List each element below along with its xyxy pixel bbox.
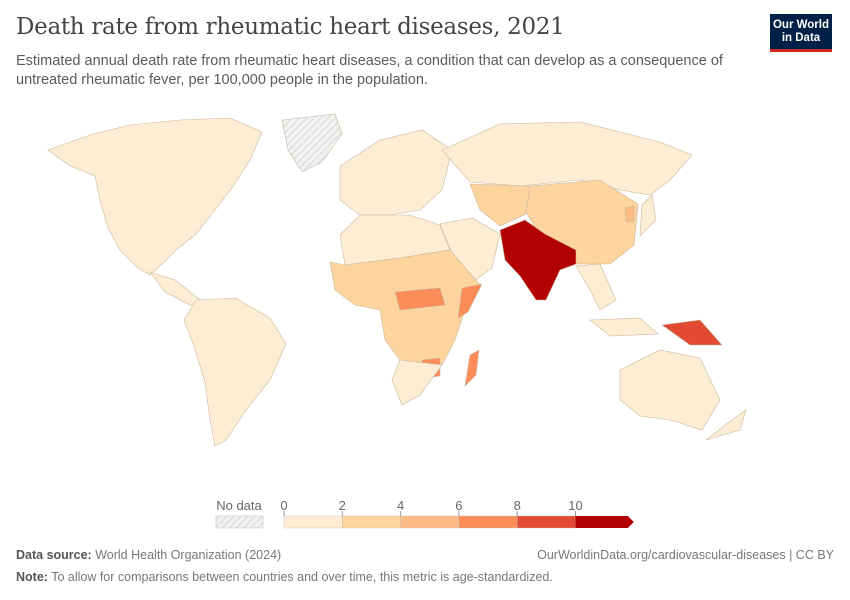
region-central-america[interactable] (149, 271, 201, 307)
chart-subtitle: Estimated annual death rate from rheumat… (16, 53, 723, 88)
region-japan[interactable] (639, 194, 657, 237)
region-europe[interactable] (339, 129, 453, 216)
region-australia[interactable] (619, 349, 721, 431)
note-text: To allow for comparisons between countri… (51, 570, 553, 584)
legend-tick-4: 4 (397, 498, 404, 513)
owid-logo[interactable]: Our World in Data (770, 14, 832, 52)
legend-bin-1 (342, 515, 401, 529)
region-south-america[interactable] (183, 297, 287, 447)
region-southern-africa[interactable] (391, 359, 443, 406)
legend-bin-3 (458, 515, 518, 529)
chart-title: Death rate from rheumatic heart diseases… (16, 14, 565, 40)
region-indonesia[interactable] (589, 317, 659, 337)
region-madagascar[interactable] (464, 349, 480, 387)
note: Note: To allow for comparisons between c… (16, 570, 553, 584)
legend-bin-4 (517, 515, 576, 529)
region-new-zealand[interactable] (705, 409, 747, 441)
source-label: Data source: (16, 548, 92, 562)
legend-tick-10: 10 (568, 498, 582, 513)
source-url[interactable]: OurWorldinData.org/cardiovascular-diseas… (537, 548, 834, 562)
data-source: Data source: World Health Organization (… (16, 548, 281, 562)
region-central-asia[interactable] (469, 183, 531, 227)
region-somalia[interactable] (457, 283, 483, 319)
legend-bin-2 (400, 515, 460, 529)
note-label: Note: (16, 570, 48, 584)
region-korea[interactable] (624, 205, 635, 223)
region-north-america[interactable] (47, 117, 263, 276)
region-southeast-asia[interactable] (575, 263, 617, 311)
source-text[interactable]: World Health Organization (2024) (95, 548, 282, 562)
legend-tick-2: 2 (339, 498, 346, 513)
legend-no-data-label: No data (216, 498, 262, 513)
region-papua-new-guinea[interactable] (661, 319, 723, 346)
region-south-asia[interactable] (499, 219, 577, 301)
legend-tick-8: 8 (514, 498, 521, 513)
legend-bin-5 (575, 516, 634, 528)
region-greenland[interactable] (281, 113, 343, 173)
legend-tick-6: 6 (455, 498, 462, 513)
legend-bin-0 (283, 515, 343, 529)
legend-no-data-swatch (215, 515, 264, 529)
region-central-african-belt[interactable] (394, 287, 446, 311)
legend-tick-0: 0 (280, 498, 287, 513)
